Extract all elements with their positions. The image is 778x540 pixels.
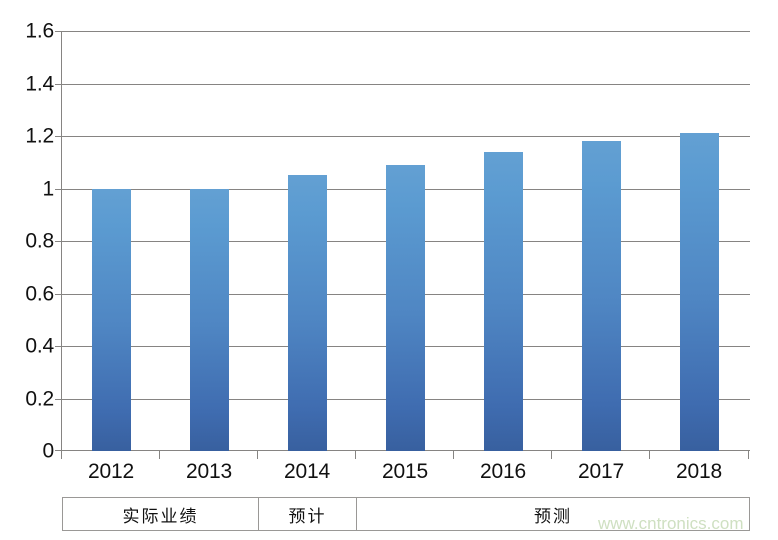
- x-axis-tick: [257, 451, 258, 459]
- x-axis-tick: [159, 451, 160, 459]
- y-axis-tick: [55, 398, 62, 400]
- plot-area: [55, 31, 750, 459]
- y-axis-tick-labels: 1.6 1.4 1.2 1 0.8 0.6 0.4 0.2 0: [0, 0, 54, 540]
- x-axis-category-labels: 2012 2013 2014 2015 2016 2017 2018: [62, 459, 750, 491]
- y-tick-label: 1.6: [25, 19, 54, 43]
- y-tick-label: 0: [42, 439, 55, 463]
- bar-2013: [189, 188, 229, 451]
- gridline-1.6: [62, 31, 750, 32]
- phase-band-forecast: 预测: [534, 506, 572, 526]
- y-tick-label: 1.4: [25, 72, 54, 95]
- x-axis-tick: [649, 451, 650, 459]
- x-axis-tick: [748, 451, 749, 459]
- x-label-2012: 2012: [88, 460, 134, 483]
- y-axis-tick: [55, 241, 62, 242]
- x-label-2014: 2014: [284, 460, 330, 483]
- bar-2017: [581, 141, 621, 451]
- x-axis-tick: [355, 451, 356, 459]
- bar-2014: [287, 175, 327, 451]
- phase-band-table: 实际业绩 预计 预测: [62, 497, 750, 531]
- y-tick-label: 1: [42, 177, 55, 200]
- y-axis-tick: [55, 346, 62, 347]
- x-axis-tick: [61, 451, 62, 459]
- x-label-2017: 2017: [578, 460, 624, 483]
- bar-2018: [680, 133, 719, 451]
- x-label-2016: 2016: [480, 460, 526, 483]
- gridline-1.2: [62, 136, 750, 137]
- y-tick-label: 0.4: [25, 334, 54, 358]
- y-tick-label: 0.2: [25, 387, 54, 410]
- x-label-2013: 2013: [186, 460, 232, 483]
- phase-band-actual: 实际业绩: [63, 498, 259, 530]
- y-tick-label: 0.8: [25, 229, 54, 253]
- gridline-1.4: [62, 83, 750, 85]
- x-label-2015: 2015: [382, 460, 428, 483]
- y-axis-tick: [55, 136, 62, 137]
- watermark-text: www.cntronics.com: [598, 514, 744, 533]
- y-axis-tick: [55, 293, 62, 295]
- phase-band-estimate: 预计: [259, 498, 357, 530]
- bar-2015: [385, 164, 425, 451]
- x-axis-tick: [551, 451, 552, 459]
- y-axis-tick: [55, 83, 62, 85]
- bar-2012: [91, 188, 131, 451]
- y-axis-tick: [55, 188, 62, 190]
- y-axis-tick: [55, 31, 62, 32]
- y-tick-label: 0.6: [25, 282, 54, 305]
- y-tick-label: 1.2: [25, 124, 54, 148]
- x-axis-tick: [453, 451, 454, 459]
- y-axis-tick: [55, 450, 62, 451]
- bar-2016: [483, 151, 523, 451]
- x-label-2018: 2018: [676, 460, 722, 483]
